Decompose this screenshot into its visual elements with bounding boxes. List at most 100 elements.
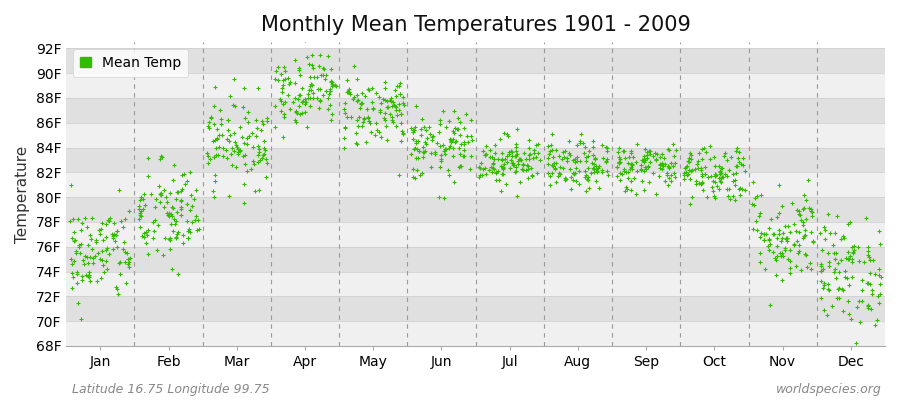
- Point: [521, 174, 535, 181]
- Point: [695, 180, 709, 186]
- Point: [392, 172, 406, 178]
- Point: [616, 168, 631, 175]
- Point: [558, 177, 572, 184]
- Point: [488, 142, 502, 149]
- Point: [548, 179, 562, 186]
- Point: [357, 92, 372, 99]
- Point: [337, 135, 351, 141]
- Point: [133, 208, 148, 214]
- Point: [346, 63, 361, 70]
- Point: [772, 226, 787, 233]
- Point: [420, 135, 435, 141]
- Point: [310, 95, 324, 101]
- Point: [652, 173, 666, 179]
- Point: [274, 98, 289, 104]
- Point: [796, 222, 810, 228]
- Point: [110, 286, 124, 292]
- Point: [447, 179, 462, 186]
- Point: [814, 268, 828, 274]
- Point: [86, 255, 100, 262]
- Point: [714, 170, 728, 176]
- Point: [832, 294, 846, 301]
- Point: [769, 272, 783, 278]
- Point: [638, 156, 652, 163]
- Point: [397, 102, 411, 108]
- Point: [758, 266, 772, 272]
- Point: [389, 104, 403, 110]
- Point: [133, 224, 148, 230]
- Point: [745, 179, 760, 185]
- Text: worldspecies.org: worldspecies.org: [776, 383, 882, 396]
- Point: [165, 213, 179, 220]
- Point: [227, 148, 241, 154]
- Point: [796, 234, 810, 241]
- Point: [259, 174, 274, 180]
- Point: [501, 149, 516, 156]
- Point: [365, 106, 380, 112]
- Point: [598, 144, 613, 150]
- Text: Latitude 16.75 Longitude 99.75: Latitude 16.75 Longitude 99.75: [72, 383, 270, 396]
- Point: [158, 235, 172, 241]
- Point: [110, 244, 124, 250]
- Point: [861, 305, 876, 311]
- Point: [292, 103, 306, 110]
- Point: [273, 96, 287, 102]
- Point: [483, 154, 498, 160]
- Point: [559, 176, 573, 182]
- Point: [75, 272, 89, 279]
- Point: [77, 253, 92, 260]
- Point: [821, 281, 835, 288]
- Point: [845, 259, 859, 265]
- Point: [645, 152, 660, 159]
- Point: [409, 140, 423, 146]
- Point: [247, 144, 261, 150]
- Point: [207, 154, 221, 161]
- Point: [152, 198, 166, 205]
- Point: [860, 248, 875, 254]
- Point: [666, 140, 680, 147]
- Point: [298, 100, 312, 107]
- Point: [590, 166, 604, 172]
- Point: [215, 132, 230, 138]
- Point: [726, 193, 741, 199]
- Point: [814, 294, 828, 301]
- Point: [822, 287, 836, 293]
- Point: [551, 173, 565, 180]
- Point: [293, 92, 308, 98]
- Point: [747, 201, 761, 208]
- Point: [374, 100, 388, 106]
- Point: [691, 180, 706, 186]
- Point: [451, 115, 465, 122]
- Point: [486, 156, 500, 162]
- Point: [163, 237, 177, 244]
- Point: [717, 171, 732, 177]
- Point: [775, 203, 789, 210]
- Point: [340, 88, 355, 95]
- Point: [207, 154, 221, 161]
- Point: [590, 169, 604, 175]
- Point: [660, 172, 674, 178]
- Point: [355, 90, 369, 96]
- Point: [415, 170, 429, 176]
- Point: [783, 269, 797, 276]
- Point: [338, 123, 352, 130]
- Point: [146, 235, 160, 242]
- Point: [275, 81, 290, 88]
- Point: [649, 157, 663, 163]
- Point: [325, 111, 339, 118]
- Point: [165, 204, 179, 210]
- Point: [292, 65, 306, 72]
- Point: [141, 173, 156, 179]
- Point: [252, 187, 266, 194]
- Point: [74, 241, 88, 248]
- Point: [706, 184, 720, 190]
- Point: [154, 191, 168, 198]
- Point: [787, 242, 801, 248]
- Point: [872, 300, 886, 306]
- Point: [556, 148, 571, 155]
- Point: [572, 138, 587, 144]
- Point: [706, 192, 721, 199]
- Point: [488, 150, 502, 156]
- Point: [457, 125, 472, 132]
- Point: [83, 254, 97, 260]
